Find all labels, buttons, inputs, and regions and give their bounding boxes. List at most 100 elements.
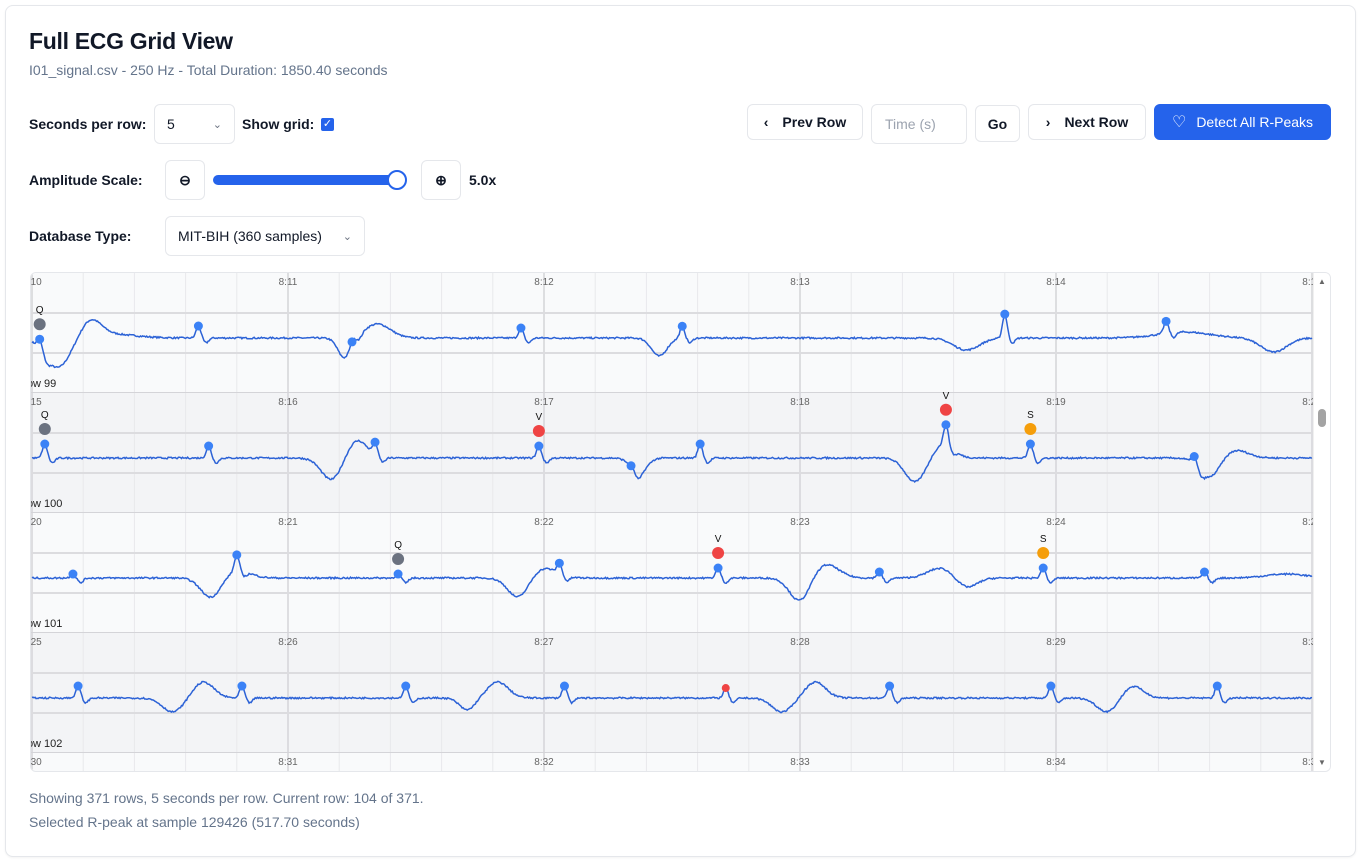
prev-row-button[interactable]: ‹ Prev Row bbox=[747, 104, 863, 140]
r-peak-marker[interactable] bbox=[554, 558, 564, 568]
r-peak-marker[interactable] bbox=[1189, 451, 1199, 461]
show-grid-label: Show grid: bbox=[242, 116, 315, 132]
time-tick-label: 8:20 bbox=[1302, 397, 1314, 408]
beat-annotation-marker[interactable] bbox=[1024, 423, 1037, 436]
row-background bbox=[31, 633, 1314, 753]
database-type-label: Database Type: bbox=[29, 228, 132, 244]
r-peak-marker[interactable] bbox=[874, 567, 884, 577]
ecg-row: 8:15 8:16 8:17 8:18 8:19 8:20 Row 100 Q V V S bbox=[31, 391, 1322, 514]
r-peak-marker[interactable] bbox=[393, 569, 403, 579]
next-row-button[interactable]: › Next Row bbox=[1028, 104, 1146, 140]
r-peak-marker[interactable] bbox=[35, 334, 45, 344]
ecg-row: 8:25 8:26 8:27 8:28 8:29 8:30 Row 102 bbox=[31, 633, 1322, 754]
r-peak-marker[interactable] bbox=[1161, 316, 1171, 326]
row-label: Row 99 bbox=[31, 378, 56, 390]
beat-annotation-marker[interactable] bbox=[532, 425, 545, 438]
selected-r-peak-marker[interactable] bbox=[721, 684, 730, 693]
time-input[interactable]: Time (s) bbox=[871, 104, 967, 144]
ecg-grid-chart[interactable]: 8:108:118:128:138:148:15Row 99Q8:158:168… bbox=[30, 272, 1331, 772]
time-tick-label: 8:11 bbox=[279, 277, 298, 288]
beat-annotation-marker[interactable] bbox=[712, 547, 725, 560]
r-peak-marker[interactable] bbox=[193, 321, 203, 331]
slider-thumb[interactable] bbox=[387, 170, 407, 190]
rows-summary: Showing 371 rows, 5 seconds per row. Cur… bbox=[29, 790, 424, 806]
r-peak-marker[interactable] bbox=[204, 441, 214, 451]
r-peak-marker[interactable] bbox=[534, 441, 544, 451]
time-tick-label: 8:16 bbox=[278, 397, 298, 408]
ecg-row: 8:20 8:21 8:22 8:23 8:24 8:25 Row 101 Q V S bbox=[31, 513, 1322, 634]
zoom-in-icon: ⊕ bbox=[435, 171, 447, 188]
r-peak-marker[interactable] bbox=[401, 681, 411, 691]
beat-annotation-marker[interactable] bbox=[392, 553, 405, 566]
row-label: Row 102 bbox=[31, 738, 62, 750]
page-title: Full ECG Grid View bbox=[29, 28, 233, 54]
chevron-down-icon: ⌄ bbox=[212, 118, 222, 131]
ecg-signal-line bbox=[31, 552, 1313, 601]
r-peak-marker[interactable] bbox=[713, 563, 723, 573]
time-tick-label: 8:30 bbox=[31, 757, 42, 768]
time-tick-label: 8:25 bbox=[1302, 517, 1314, 528]
time-tick-label: 8:15 bbox=[1302, 277, 1314, 288]
scrollbar-thumb[interactable] bbox=[1318, 409, 1326, 427]
row-background bbox=[31, 393, 1314, 513]
r-peak-marker[interactable] bbox=[1199, 567, 1209, 577]
zoom-out-button[interactable]: ⊖ bbox=[165, 160, 205, 200]
time-tick-label: 8:22 bbox=[534, 517, 554, 528]
selected-rpeak-info: Selected R-peak at sample 129426 (517.70… bbox=[29, 814, 360, 830]
row-background bbox=[31, 513, 1314, 633]
ecg-signal-line bbox=[31, 680, 1313, 714]
detect-r-peaks-button[interactable]: ♡ Detect All R-Peaks bbox=[1154, 104, 1331, 140]
time-tick-label: 8:34 bbox=[1046, 757, 1066, 768]
scroll-up-icon[interactable]: ▲ bbox=[1318, 277, 1326, 286]
r-peak-marker[interactable] bbox=[40, 439, 50, 449]
r-peak-marker[interactable] bbox=[68, 569, 78, 579]
time-tick-label: 8:15 bbox=[31, 397, 42, 408]
r-peak-marker[interactable] bbox=[1000, 309, 1010, 319]
r-peak-marker[interactable] bbox=[347, 337, 357, 347]
time-tick-label: 8:19 bbox=[1046, 397, 1066, 408]
go-button[interactable]: Go bbox=[975, 105, 1020, 142]
time-tick-label: 8:31 bbox=[278, 757, 298, 768]
scroll-down-icon[interactable]: ▼ bbox=[1318, 758, 1326, 767]
chevron-left-icon: ‹ bbox=[763, 114, 769, 130]
r-peak-marker[interactable] bbox=[626, 461, 636, 471]
time-tick-label: 8:18 bbox=[790, 397, 810, 408]
r-peak-marker[interactable] bbox=[232, 550, 242, 560]
r-peak-marker[interactable] bbox=[695, 439, 705, 449]
amplitude-slider[interactable] bbox=[213, 170, 407, 190]
ecg-svg[interactable]: 8:108:118:128:138:148:15Row 99Q8:158:168… bbox=[31, 273, 1322, 771]
beat-annotation-marker[interactable] bbox=[1037, 547, 1050, 560]
r-peak-marker[interactable] bbox=[237, 681, 247, 691]
vertical-scrollbar[interactable]: ▲ ▼ bbox=[1313, 273, 1330, 771]
beat-annotation-label: V bbox=[943, 391, 950, 402]
r-peak-marker[interactable] bbox=[1212, 681, 1222, 691]
ecg-row: 8:308:318:328:338:348:35Row 103 bbox=[31, 753, 1322, 771]
zoom-in-button[interactable]: ⊕ bbox=[421, 160, 461, 200]
ecg-row: 8:10 8:11 8:12 8:13 8:14 8:15 Row 99 Q bbox=[31, 273, 1322, 394]
beat-annotation-marker[interactable] bbox=[939, 403, 952, 416]
r-peak-marker[interactable] bbox=[1025, 439, 1035, 449]
r-peak-marker[interactable] bbox=[73, 681, 83, 691]
amplitude-value: 5.0x bbox=[469, 172, 497, 188]
time-tick-label: 8:25 bbox=[31, 637, 42, 648]
r-peak-marker[interactable] bbox=[516, 323, 526, 333]
file-info: I01_signal.csv - 250 Hz - Total Duration… bbox=[29, 62, 388, 78]
time-tick-label: 8:28 bbox=[790, 637, 810, 648]
beat-annotation-marker[interactable] bbox=[33, 318, 46, 331]
row-label: Row 101 bbox=[31, 618, 62, 630]
r-peak-marker[interactable] bbox=[677, 321, 687, 331]
r-peak-marker[interactable] bbox=[559, 681, 569, 691]
ecg-signal-line bbox=[31, 424, 1313, 483]
show-grid-checkbox[interactable]: ✓ bbox=[321, 118, 334, 131]
r-peak-marker[interactable] bbox=[1046, 681, 1056, 691]
database-type-select[interactable]: MIT-BIH (360 samples) ⌄ bbox=[165, 216, 365, 256]
r-peak-marker[interactable] bbox=[941, 420, 951, 430]
chevron-right-icon: › bbox=[1045, 114, 1051, 130]
r-peak-marker[interactable] bbox=[1038, 563, 1048, 573]
beat-annotation-marker[interactable] bbox=[38, 423, 51, 436]
time-tick-label: 8:14 bbox=[1046, 277, 1066, 288]
heart-icon: ♡ bbox=[1171, 114, 1187, 131]
r-peak-marker[interactable] bbox=[885, 681, 895, 691]
seconds-per-row-select[interactable]: 5 ⌄ bbox=[154, 104, 235, 144]
r-peak-marker[interactable] bbox=[370, 437, 380, 447]
